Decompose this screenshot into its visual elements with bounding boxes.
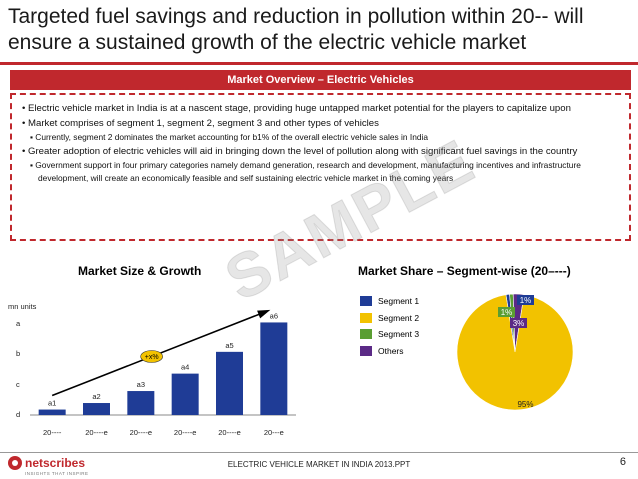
overview-subbullet-3: ▪ Government support in four primary cat… [30,160,581,183]
footer-text: ELECTRIC VEHICLE MARKET IN INDIA 2013.PP… [227,460,411,469]
overview-bullet-2: • Market comprises of segment 1, segment… [22,118,379,129]
bar-data-label: a3 [137,380,145,389]
page-number: 6 [619,456,626,468]
overview-subbullet-2: ▪ Currently, segment 2 dominates the mar… [30,132,429,142]
bar-data-label: a2 [92,392,100,401]
pie-label-box [517,295,534,305]
legend-label: Segment 3 [378,329,420,340]
pie-value-label: 3% [513,319,525,328]
x-tick-label: 20---- [43,428,62,437]
title-divider [0,62,638,65]
legend-swatch [360,296,372,307]
pie-label-box [510,318,527,328]
pie-chart-title: Market Share – Segment-wise (20–---) [358,264,571,278]
bar [83,403,110,415]
legend-item: Segment 3 [360,326,419,343]
pie-value-label: 95% [517,400,533,409]
pie-value-label: 1% [501,308,513,317]
bar [127,391,155,415]
footer-divider [0,452,638,453]
logo-text: netscribes [25,456,86,470]
pie-slice [505,293,516,353]
overview-banner: Market Overview – Electric Vehicles [10,70,631,90]
legend-item: Segment 2 [360,310,419,327]
pie-value-label: 1% [520,296,532,305]
y-axis-label: mn units [8,302,37,311]
bar-chart-title: Market Size & Growth [78,264,202,278]
pie-slice [512,293,525,353]
bar-chart: mn units a b c d a1 20---- a2 20----e a3 20----e a4… [8,302,296,437]
logo-tagline: INSIGHTS THAT INSPIRE [25,471,89,476]
legend-item: Others [360,343,419,360]
x-tick-label: 20----e [218,428,241,437]
legend-label: Segment 1 [378,296,420,307]
x-tick-label: 20----e [130,428,153,437]
bar [260,322,288,415]
bar-data-label: a1 [48,399,56,408]
bar [216,351,243,415]
pie-slice [509,293,516,353]
x-tick-label: 20----e [174,428,197,437]
pie-legend: Segment 1 Segment 2 Segment 3 Others [360,293,419,359]
cagr-label: +x% [145,354,159,361]
legend-swatch [360,312,372,323]
bar-data-label: a5 [225,341,233,350]
cagr-badge [140,350,163,363]
legend-swatch [360,345,372,356]
bar [38,409,66,415]
overview-box: • Electric vehicle market in India is at… [10,93,631,241]
page-title: Targeted fuel savings and reduction in p… [8,5,584,54]
growth-arrow-head [257,309,271,319]
legend-swatch [360,329,372,340]
legend-label: Others [378,345,404,356]
pie-slice [456,294,574,411]
logo-icon [8,456,22,470]
y-tick-label: b [16,349,20,358]
y-tick-label: c [16,380,20,389]
overview-bullet-3: • Greater adoption of electric vehicles … [22,146,578,157]
pie-label-box [498,307,515,317]
bar [171,373,199,415]
bar-data-label: a4 [181,363,189,372]
x-tick-label: 20---e [264,428,284,437]
legend-item: Segment 1 [360,293,419,310]
overview-bullet-1: • Electric vehicle market in India is at… [22,103,571,114]
bar-data-label: a6 [270,311,278,320]
y-tick-label: a [16,319,21,328]
legend-label: Segment 2 [378,312,420,323]
y-tick-label: d [16,410,20,419]
netscribes-logo: netscribes [8,456,85,470]
x-tick-label: 20----e [85,428,108,437]
